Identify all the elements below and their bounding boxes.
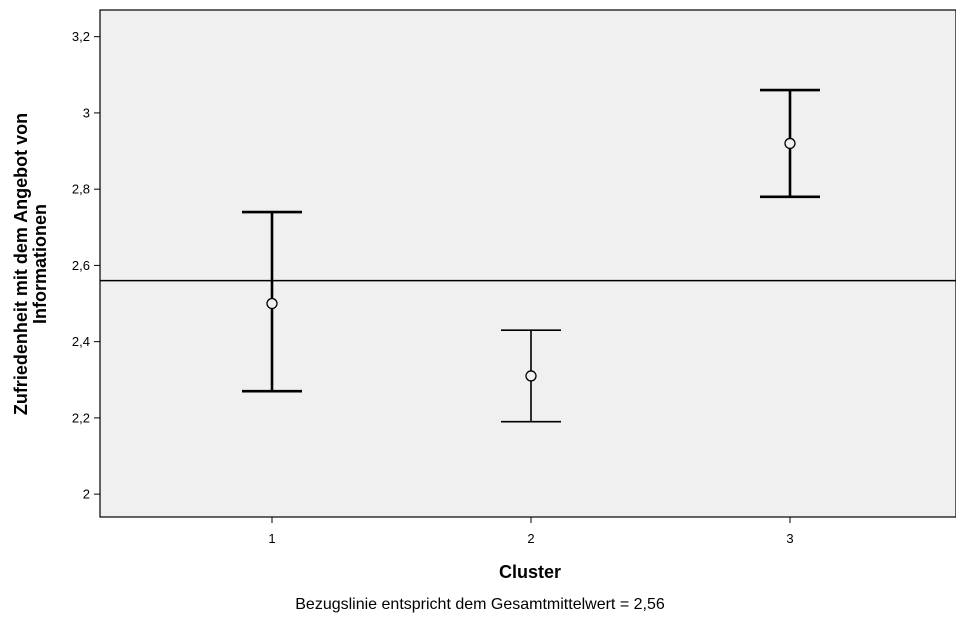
y-tick-label: 2,8	[72, 182, 90, 197]
y-tick-label: 2,6	[72, 258, 90, 273]
y-tick-label: 3	[83, 105, 90, 120]
error-bar-cluster-2	[501, 329, 561, 423]
series-layer	[242, 88, 820, 423]
x-tick-label: 1	[268, 531, 275, 546]
error-bar-cluster-3	[760, 88, 820, 199]
y-axis: 2 2,2 2,4 2,6 2,8 3 3,2	[72, 29, 100, 502]
y-tick-label: 2,4	[72, 334, 90, 349]
y-axis-title-line-1: Zufriedenheit mit dem Angebot von	[11, 113, 31, 415]
y-axis-title-line-2: Informationen	[30, 204, 50, 324]
plot-area	[99, 9, 956, 518]
error-bar-cluster-1	[242, 210, 302, 393]
mean-marker	[784, 137, 796, 150]
y-tick-label: 2	[83, 487, 90, 502]
mean-marker	[266, 297, 278, 310]
x-axis: 1 2 3	[268, 517, 794, 546]
reference-line-footnote: Bezugslinie entspricht dem Gesamtmittelw…	[295, 596, 665, 613]
x-tick-label: 3	[786, 531, 793, 546]
mean-marker	[525, 370, 537, 382]
y-tick-label: 2,2	[72, 410, 90, 425]
y-tick-label: 3,2	[72, 29, 90, 44]
x-axis-title: Cluster	[499, 562, 561, 582]
x-tick-label: 2	[527, 531, 534, 546]
